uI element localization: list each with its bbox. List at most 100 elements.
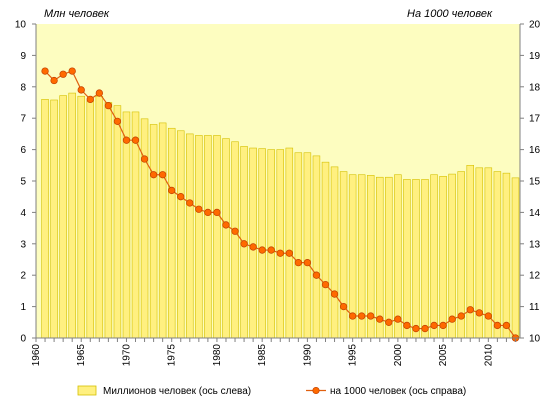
line-point <box>348 312 357 320</box>
bar <box>493 171 502 339</box>
bar <box>385 176 393 339</box>
line-point <box>59 70 67 78</box>
bar <box>68 92 76 339</box>
line-point <box>168 186 176 195</box>
line-point <box>104 101 113 110</box>
line-point <box>231 227 239 235</box>
bar <box>285 147 294 339</box>
line-point <box>394 315 402 323</box>
bar <box>95 95 104 339</box>
bar <box>222 138 230 339</box>
right-tick-label: 12 <box>529 271 541 282</box>
right-tick-label: 16 <box>529 145 541 156</box>
line-point <box>475 309 483 317</box>
bar <box>267 149 275 339</box>
x-tick-label: 1980 <box>212 344 223 367</box>
x-tick-label: 1975 <box>167 344 178 367</box>
right-tick-label: 13 <box>529 239 541 250</box>
left-tick-label: 1 <box>20 302 26 313</box>
line-point <box>186 199 194 207</box>
left-tick-label: 9 <box>20 51 26 62</box>
bar <box>195 135 203 339</box>
line-point <box>95 89 103 97</box>
bar <box>330 166 339 339</box>
line-point <box>493 321 502 330</box>
line-point <box>412 324 420 333</box>
right-tick-label: 19 <box>529 51 541 62</box>
bar <box>158 122 167 339</box>
legend-bar-swatch <box>77 385 97 396</box>
x-axis-ticks: 1960 1965 1970 1975 1980 1985 1990 1995 2000 2005… <box>31 338 516 367</box>
bar <box>213 135 221 339</box>
bar <box>104 102 113 339</box>
line-point <box>77 86 85 94</box>
bar <box>149 124 158 339</box>
left-tick-label: 3 <box>20 239 26 250</box>
line-point <box>276 249 284 257</box>
left-tick-label: 0 <box>20 334 26 345</box>
line-point <box>240 240 248 248</box>
right-tick-label: 17 <box>529 114 541 125</box>
line-series <box>41 67 520 342</box>
x-tick-label: 1995 <box>348 344 359 367</box>
x-tick-label: 1960 <box>31 344 42 367</box>
line-point <box>213 208 221 217</box>
legend-line-label: на 1000 человек (ось справа) <box>330 386 466 397</box>
bar <box>41 99 49 339</box>
bar <box>276 149 285 339</box>
line-point <box>430 321 438 330</box>
bar <box>177 130 185 339</box>
legend: Миллионов человек (ось слева) на 1000 че… <box>77 385 466 397</box>
bar <box>394 174 402 339</box>
line-point <box>122 136 131 144</box>
line-point <box>131 136 140 144</box>
x-tick-label: 1990 <box>302 344 313 367</box>
line-point <box>439 321 447 330</box>
x-tick-label: 1965 <box>76 344 87 367</box>
bar <box>86 100 95 339</box>
line-point <box>113 117 122 125</box>
bar <box>167 127 176 339</box>
line-point <box>149 171 158 179</box>
bar <box>77 95 85 339</box>
bar <box>321 161 330 339</box>
left-tick-label: 8 <box>20 82 26 93</box>
line-point <box>502 321 511 330</box>
line-point <box>222 221 230 229</box>
bar <box>249 147 257 339</box>
line-point <box>367 312 375 320</box>
line-point <box>68 67 76 75</box>
bar <box>511 177 520 339</box>
bar <box>140 118 149 339</box>
right-tick-label: 20 <box>529 20 541 31</box>
line-point <box>321 280 330 289</box>
bar <box>421 179 429 339</box>
line-point <box>285 249 293 257</box>
right-axis-ticks: 10 11 12 13 14 15 16 17 18 19 20 <box>520 20 541 345</box>
line-point <box>50 76 58 85</box>
left-tick-label: 4 <box>20 208 26 219</box>
line-point <box>258 246 266 254</box>
bar <box>339 171 348 339</box>
left-tick-label: 2 <box>20 271 26 282</box>
x-tick-label: 2005 <box>438 344 449 367</box>
bar <box>258 148 266 339</box>
bar <box>412 179 420 339</box>
bar <box>294 152 303 339</box>
line-point <box>267 246 275 254</box>
bar <box>59 95 67 339</box>
line-point <box>376 315 384 323</box>
bar <box>204 135 212 339</box>
bar <box>502 172 511 339</box>
x-tick-label: 2000 <box>393 344 404 367</box>
x-tick-label: 2010 <box>483 344 494 367</box>
line-point <box>249 243 257 251</box>
bar <box>113 105 122 339</box>
right-unit-label: На 1000 человек <box>407 8 493 20</box>
line-point <box>294 258 303 267</box>
line-point <box>358 312 366 320</box>
bar <box>430 174 438 339</box>
right-tick-label: 18 <box>529 82 541 93</box>
legend-line-marker <box>312 386 320 395</box>
line-point <box>158 171 167 179</box>
